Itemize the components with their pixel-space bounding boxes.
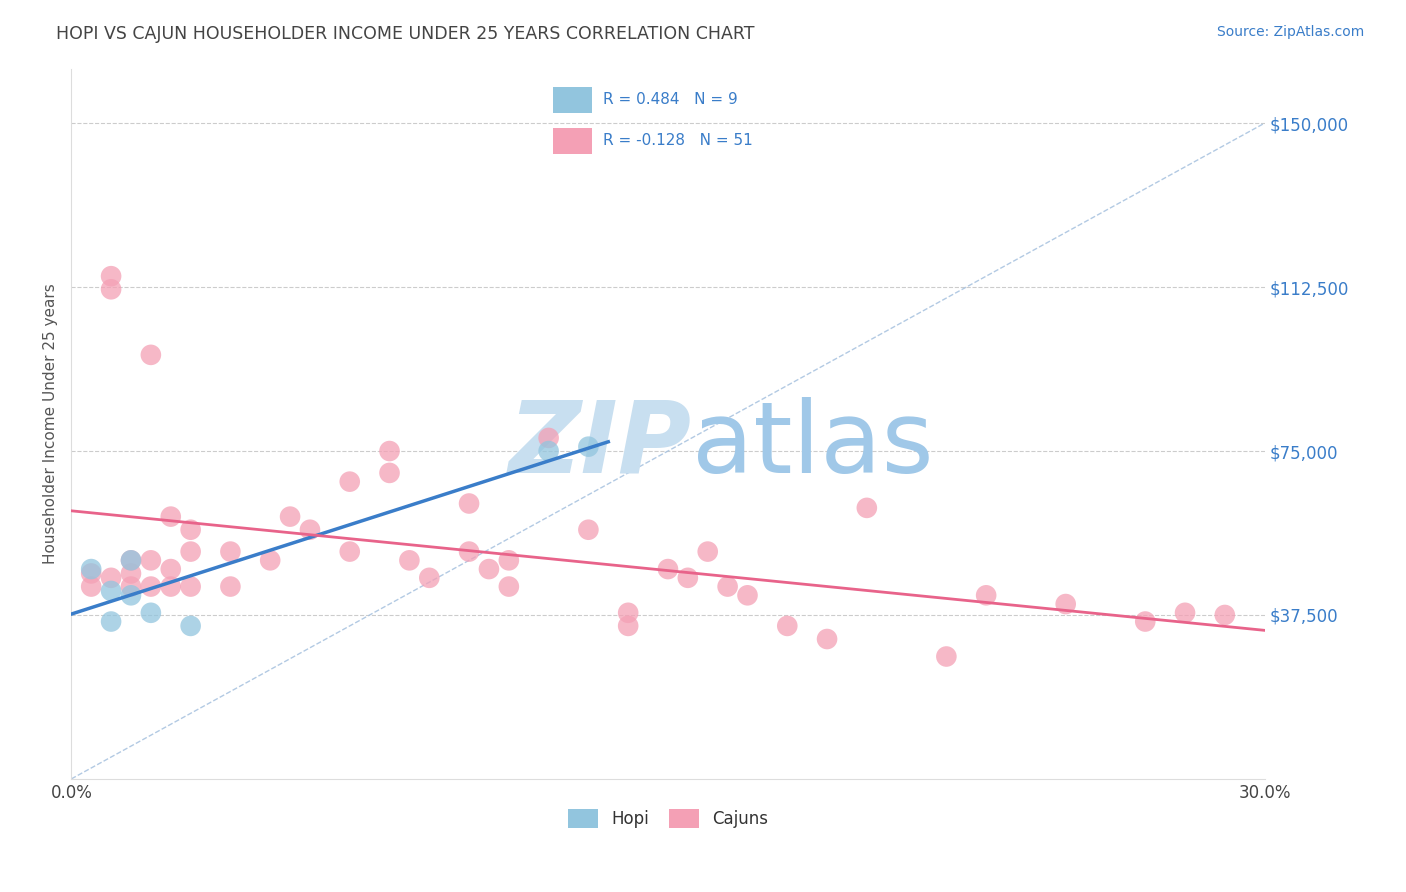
Point: [378, 444, 401, 458]
Point: [120, 566, 142, 581]
Point: [100, 269, 122, 284]
Point: [139, 606, 162, 620]
Point: [259, 553, 281, 567]
Point: [498, 580, 520, 594]
Point: [339, 544, 361, 558]
Text: R = -0.128   N = 51: R = -0.128 N = 51: [603, 134, 754, 148]
Point: [657, 562, 679, 576]
Text: atlas: atlas: [692, 397, 934, 493]
Point: [537, 444, 560, 458]
Point: [676, 571, 699, 585]
Text: R = 0.484   N = 9: R = 0.484 N = 9: [603, 93, 738, 107]
Point: [120, 580, 142, 594]
Point: [696, 544, 718, 558]
Point: [537, 431, 560, 445]
Point: [339, 475, 361, 489]
Point: [576, 440, 599, 454]
Point: [1135, 615, 1157, 629]
Point: [100, 571, 122, 585]
Point: [180, 544, 202, 558]
Point: [139, 580, 162, 594]
Text: HOPI VS CAJUN HOUSEHOLDER INCOME UNDER 25 YEARS CORRELATION CHART: HOPI VS CAJUN HOUSEHOLDER INCOME UNDER 2…: [56, 25, 755, 43]
Point: [100, 282, 122, 296]
Point: [180, 619, 202, 633]
Text: Source: ZipAtlas.com: Source: ZipAtlas.com: [1216, 25, 1364, 39]
Point: [278, 509, 301, 524]
Point: [617, 606, 640, 620]
Point: [398, 553, 420, 567]
Point: [815, 632, 838, 646]
Point: [219, 580, 242, 594]
Point: [617, 619, 640, 633]
Point: [856, 500, 879, 515]
Point: [120, 588, 142, 602]
Point: [378, 466, 401, 480]
Point: [100, 615, 122, 629]
Point: [139, 553, 162, 567]
Bar: [553, 87, 592, 113]
Point: [80, 562, 103, 576]
Point: [974, 588, 997, 602]
Point: [776, 619, 799, 633]
Point: [576, 523, 599, 537]
Point: [717, 580, 740, 594]
Point: [120, 553, 142, 567]
Point: [159, 580, 181, 594]
Legend: Hopi, Cajuns: Hopi, Cajuns: [561, 802, 775, 835]
Y-axis label: Householder Income Under 25 years: Householder Income Under 25 years: [44, 284, 58, 564]
Point: [120, 553, 142, 567]
Point: [180, 523, 202, 537]
Point: [159, 509, 181, 524]
Point: [298, 523, 321, 537]
Point: [80, 566, 103, 581]
Point: [418, 571, 440, 585]
Point: [139, 348, 162, 362]
Point: [478, 562, 501, 576]
Point: [100, 583, 122, 598]
Point: [219, 544, 242, 558]
Point: [1054, 597, 1077, 611]
Point: [1174, 606, 1197, 620]
Point: [458, 544, 481, 558]
Point: [935, 649, 957, 664]
Point: [159, 562, 181, 576]
Point: [1213, 607, 1236, 622]
Bar: [553, 128, 592, 154]
Point: [498, 553, 520, 567]
Point: [80, 580, 103, 594]
Text: ZIP: ZIP: [509, 397, 692, 493]
Point: [180, 580, 202, 594]
Point: [737, 588, 759, 602]
Point: [458, 496, 481, 510]
